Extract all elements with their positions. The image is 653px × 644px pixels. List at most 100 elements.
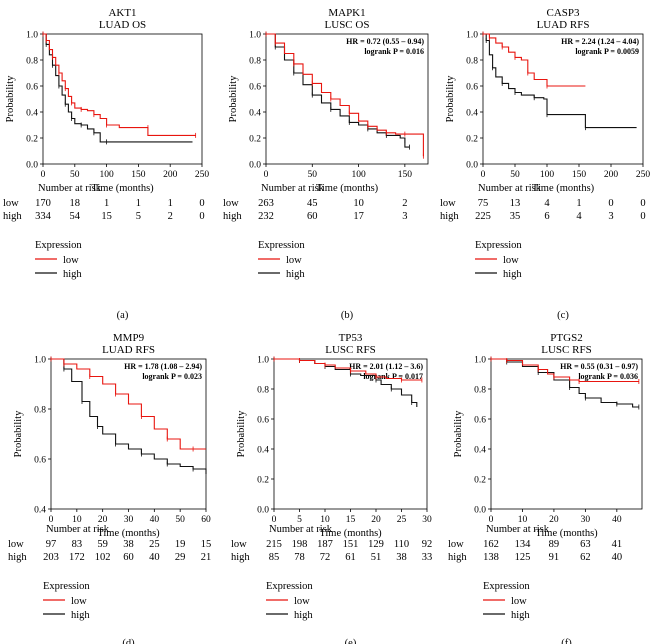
logrank-annotation: logrank P = 0.017 (363, 372, 423, 381)
risk-count: 89 (549, 539, 560, 550)
risk-row-label: high (223, 211, 242, 222)
risk-row-label: low (3, 198, 19, 209)
risk-count: 4 (544, 198, 550, 209)
y-tick-label: 0.8 (249, 57, 261, 67)
x-tick-label: 0 (272, 515, 277, 525)
legend-caption: Expression (258, 240, 305, 251)
x-tick-label: 10 (72, 515, 82, 525)
plot-frame (490, 358, 643, 510)
risk-count: 60 (123, 552, 134, 563)
y-tick-label: 0.6 (474, 416, 486, 426)
logrank-annotation: logrank P = 0.023 (142, 372, 202, 381)
y-tick-label: 0.4 (26, 109, 38, 119)
x-tick-label: 20 (371, 515, 381, 525)
x-axis-label: Time (months) (97, 528, 160, 539)
risk-count: 125 (515, 552, 531, 563)
hr-annotation: HR = 0.72 (0.55 – 0.94) (346, 37, 424, 46)
x-tick-label: 20 (549, 515, 559, 525)
risk-count: 1 (168, 198, 173, 209)
x-axis-label: Time (months) (535, 528, 598, 539)
risk-count: 215 (266, 539, 282, 550)
y-tick-label: 0.0 (249, 161, 261, 171)
legend-label-high: high (503, 269, 522, 280)
y-tick-label: 1.0 (466, 31, 478, 41)
x-tick-label: 0 (41, 170, 46, 180)
y-axis-label: Probability (228, 75, 239, 122)
panel-title: AKT1 (108, 7, 136, 19)
risk-count: 18 (70, 198, 81, 209)
risk-count: 0 (199, 198, 204, 209)
y-tick-label: 0.6 (249, 83, 261, 93)
risk-count: 110 (394, 539, 409, 550)
risk-table-caption: Number at risk (261, 183, 325, 194)
survival-curve-low (51, 358, 206, 450)
panel-label: (f) (561, 638, 572, 644)
risk-count: 3 (402, 211, 407, 222)
y-tick-label: 0.8 (474, 386, 486, 396)
x-tick-label: 50 (308, 170, 318, 180)
x-tick-label: 15 (346, 515, 356, 525)
risk-row-label: high (440, 211, 459, 222)
panel-subtitle: LUSC RFS (325, 344, 375, 356)
panel-title: CASP3 (546, 7, 580, 19)
risk-row-label: high (231, 552, 250, 563)
x-tick-label: 100 (99, 170, 114, 180)
logrank-annotation: logrank P = 0.036 (578, 372, 638, 381)
y-axis-label: Probability (236, 410, 247, 457)
risk-table-caption: Number at risk (486, 524, 550, 535)
risk-row-label: low (8, 539, 24, 550)
panel-title: PTGS2 (550, 332, 582, 344)
plot-frame (273, 358, 428, 510)
panel-subtitle: LUAD RFS (102, 344, 155, 356)
y-axis-label: Probability (453, 410, 464, 457)
risk-count: 91 (549, 552, 560, 563)
risk-count: 15 (101, 211, 112, 222)
risk-count: 40 (149, 552, 160, 563)
legend-label-high: high (71, 610, 90, 621)
legend-label-low: low (511, 596, 527, 607)
risk-count: 54 (70, 211, 81, 222)
risk-count: 78 (294, 552, 305, 563)
risk-table-caption: Number at risk (38, 183, 102, 194)
x-axis-label: Time (months) (91, 183, 154, 194)
hr-annotation: HR = 2.01 (1.12 – 3.6) (349, 362, 423, 371)
survival-curve-low (483, 33, 586, 87)
y-axis-label: Probability (5, 75, 16, 122)
hr-annotation: HR = 1.78 (1.08 – 2.94) (124, 362, 202, 371)
panel-label: (d) (122, 638, 135, 644)
legend-label-low: low (71, 596, 87, 607)
risk-row-label: low (440, 198, 456, 209)
risk-count: 138 (483, 552, 499, 563)
risk-count: 198 (292, 539, 308, 550)
y-tick-label: 0.4 (474, 446, 486, 456)
risk-count: 3 (608, 211, 613, 222)
y-tick-label: 1.0 (257, 356, 269, 366)
legend-label-high: high (286, 269, 305, 280)
legend-label-low: low (63, 255, 79, 266)
x-tick-label: 0 (489, 515, 494, 525)
y-tick-label: 0.2 (257, 476, 269, 486)
panel-subtitle: LUAD RFS (537, 19, 590, 31)
x-tick-label: 200 (604, 170, 619, 180)
risk-count: 5 (136, 211, 141, 222)
x-tick-label: 25 (397, 515, 407, 525)
risk-count: 0 (199, 211, 204, 222)
risk-count: 1 (576, 198, 581, 209)
x-tick-label: 0 (481, 170, 486, 180)
x-tick-label: 30 (422, 515, 432, 525)
legend-label-high: high (511, 610, 530, 621)
risk-count: 25 (149, 539, 160, 550)
x-tick-label: 50 (70, 170, 80, 180)
y-tick-label: 0.4 (249, 109, 261, 119)
risk-count: 225 (475, 211, 491, 222)
legend-label-high: high (294, 610, 313, 621)
y-tick-label: 1.0 (474, 356, 486, 366)
hr-annotation: HR = 2.24 (1.24 – 4.04) (561, 37, 639, 46)
x-tick-label: 40 (612, 515, 622, 525)
risk-count: 187 (317, 539, 333, 550)
risk-count: 1 (104, 198, 109, 209)
y-tick-label: 0.6 (26, 83, 38, 93)
x-tick-label: 60 (201, 515, 211, 525)
